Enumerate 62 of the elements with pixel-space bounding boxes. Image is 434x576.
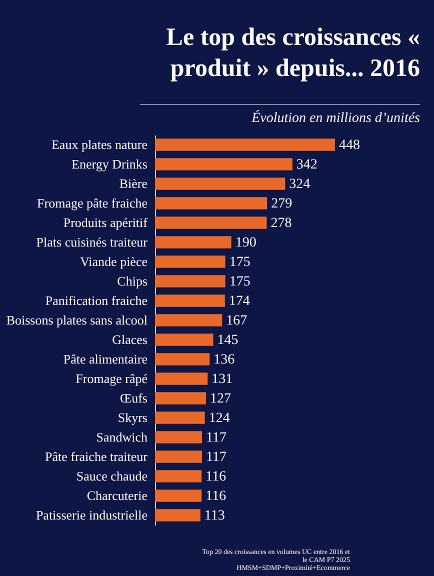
data-label: 127 <box>210 391 232 406</box>
data-label: 175 <box>229 254 250 270</box>
bar <box>155 216 267 229</box>
data-label: 448 <box>339 138 360 153</box>
bar <box>155 470 202 482</box>
y-tick-label: Eaux plates nature <box>51 136 148 152</box>
chart-subtitle: Évolution en millions d’unités <box>140 104 420 127</box>
data-label: 279 <box>271 196 292 212</box>
data-label: 116 <box>206 469 226 484</box>
bar <box>155 431 202 444</box>
y-tick-label: Skyrs <box>118 410 148 425</box>
bar <box>155 294 225 307</box>
bar <box>155 314 222 326</box>
bar <box>155 353 210 366</box>
data-label: 116 <box>206 488 226 504</box>
data-label: 117 <box>206 430 226 446</box>
y-tick-label: Patisserie industrielle <box>36 507 148 522</box>
y-tick-label: Plats cuisinés traiteur <box>36 234 148 250</box>
bar <box>155 236 232 248</box>
bar <box>155 412 205 424</box>
bar <box>155 158 292 170</box>
data-label: 278 <box>270 216 292 231</box>
data-label: 175 <box>229 274 250 290</box>
y-tick-label: Charcuterie <box>86 488 148 503</box>
chart-title: Le top des croissances « produit » depuis... 2016 <box>165 23 420 84</box>
bar <box>155 372 208 385</box>
data-label: 145 <box>217 332 238 348</box>
bar <box>155 509 200 522</box>
data-label: 174 <box>228 294 250 309</box>
data-label: 342 <box>296 157 318 172</box>
bar <box>155 392 206 404</box>
y-tick-label: Fromage râpé <box>76 370 148 386</box>
y-tick-label: Boissons plates sans alcool <box>6 312 148 328</box>
y-tick-label: Produits apéritif <box>63 214 148 230</box>
y-tick-label: Sauce chaude <box>76 468 148 484</box>
data-label: 124 <box>208 410 230 426</box>
y-tick-label: Chips <box>117 273 148 288</box>
bar <box>155 256 226 268</box>
y-tick-label: Sandwich <box>96 429 148 444</box>
data-label: 190 <box>235 235 256 250</box>
bar <box>155 334 214 346</box>
data-label: 136 <box>214 352 235 368</box>
y-tick-label: Viande pièce <box>80 254 148 269</box>
y-tick-label: Pâte alimentaire <box>63 351 148 366</box>
data-label: 324 <box>289 176 310 192</box>
bar <box>155 490 202 502</box>
y-tick-label: Panification fraiche <box>45 292 148 308</box>
data-label: 113 <box>204 508 225 524</box>
bar <box>155 178 286 190</box>
y-tick-label: Bière <box>119 176 148 191</box>
y-tick-label: Energy Drinks <box>72 156 148 172</box>
data-label: 131 <box>212 372 233 387</box>
bar <box>155 138 335 151</box>
bar <box>155 197 268 210</box>
data-label: 167 <box>226 313 248 328</box>
y-tick-label: Glaces <box>112 332 148 347</box>
y-tick-label: Œufs <box>120 390 148 406</box>
bar <box>155 450 202 463</box>
y-tick-label: Pâte fraiche traiteur <box>45 448 148 464</box>
y-tick-label: Fromage pâte fraiche <box>37 195 148 210</box>
data-label: 117 <box>206 450 226 465</box>
bar <box>155 275 226 288</box>
